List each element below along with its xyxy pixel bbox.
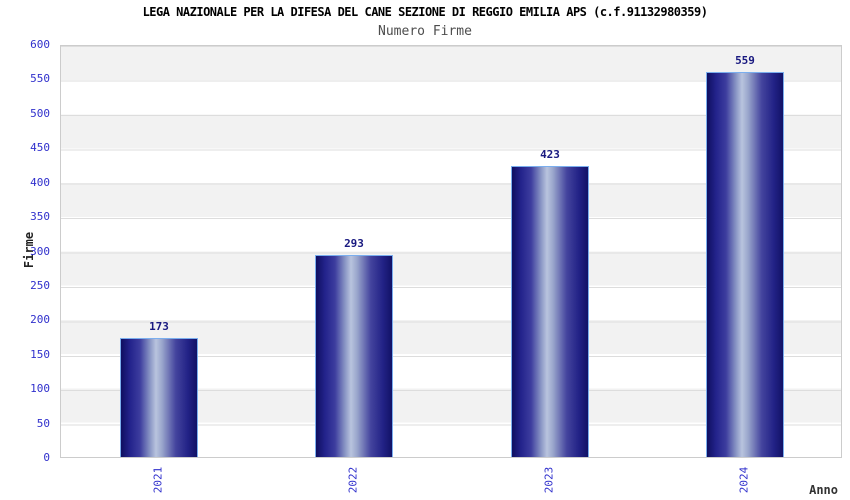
plot-area: 173 293 423 559 (60, 45, 842, 458)
bar-2022 (315, 255, 393, 457)
y-tick-label: 300 (30, 244, 50, 258)
y-tick-label: 500 (30, 106, 50, 120)
y-tick-label: 400 (30, 175, 50, 189)
y-tick-label: 550 (30, 72, 50, 86)
x-tick-label: 2023 (542, 466, 556, 494)
x-tick-label: 2021 (151, 466, 165, 494)
y-tick-label: 100 (30, 382, 50, 396)
bar-value-label: 173 (149, 320, 169, 333)
y-tick-label: 0 (43, 451, 50, 464)
bar-value-label: 559 (735, 54, 755, 67)
bar-2024 (706, 72, 784, 457)
bar-value-label: 293 (344, 237, 364, 250)
x-tick-label: 2024 (737, 466, 751, 494)
bar-2021 (120, 338, 198, 457)
y-tick-label: 350 (30, 210, 50, 224)
bar-value-label: 423 (540, 148, 560, 161)
y-tick-label: 450 (30, 141, 50, 155)
y-tick-label: 600 (30, 38, 50, 51)
x-tick-label: 2022 (346, 466, 360, 494)
y-tick-label: 250 (30, 278, 50, 292)
x-axis-title: Anno (809, 483, 838, 497)
y-tick-label: 150 (30, 347, 50, 361)
bar-2023 (511, 166, 589, 457)
y-tick-label: 50 (36, 416, 50, 430)
chart-subtitle: Numero Firme (378, 24, 472, 39)
chart-title: LEGA NAZIONALE PER LA DIFESA DEL CANE SE… (142, 5, 708, 19)
y-tick-label: 200 (30, 313, 50, 327)
